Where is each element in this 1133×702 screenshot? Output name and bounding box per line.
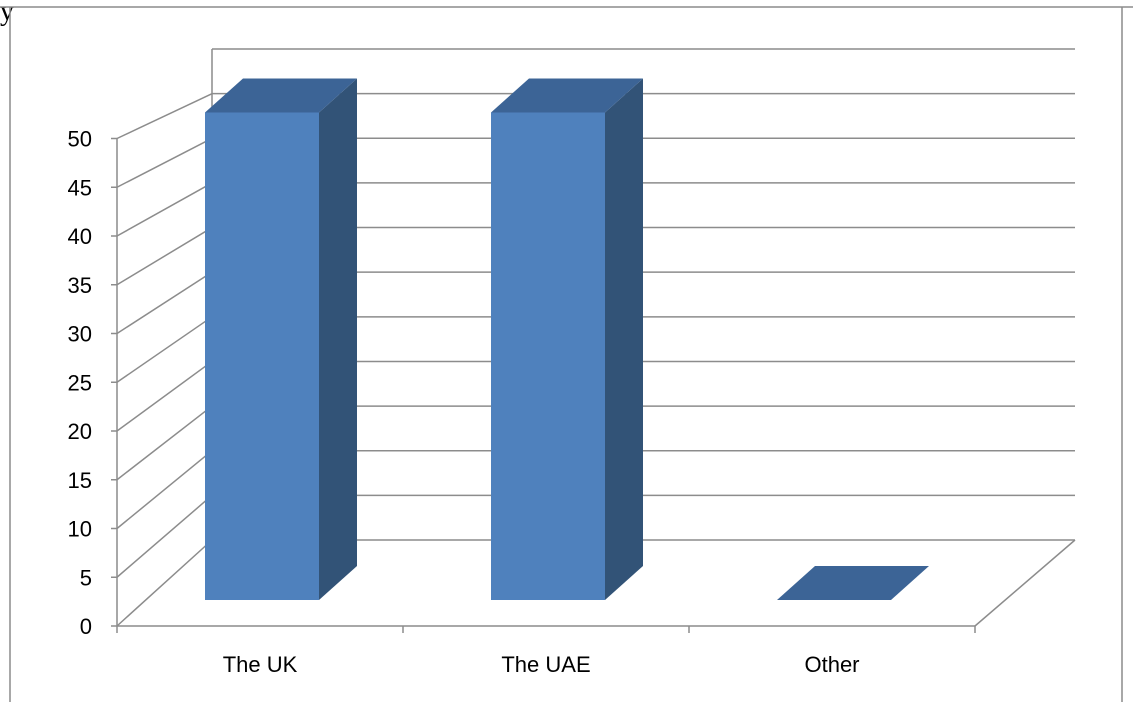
y-tick-label: 5 [80,565,92,590]
y-tick-label: 30 [68,322,92,347]
bar-side [319,78,357,600]
bar [205,78,357,600]
y-tick-label: 20 [68,419,92,444]
y-tick-label: 50 [68,127,92,152]
cropped-text-fragment: y [0,0,14,27]
bar-front [491,112,605,600]
y-axis-tick-labels: 0 5 10 15 20 25 30 35 40 45 50 [68,127,117,639]
y-tick-label: 10 [68,517,92,542]
y-tick-label: 0 [80,614,92,639]
bar-side [605,78,643,600]
y-tick-label: 45 [68,175,92,200]
bar-front [205,112,319,600]
bar-top [205,78,357,113]
bar-top [491,78,643,113]
x-tick-label: The UAE [501,652,590,677]
y-tick-label: 40 [68,224,92,249]
bar [491,78,643,600]
y-tick-label: 35 [68,273,92,298]
x-tick-label: The UK [223,652,298,677]
y-tick-label: 15 [68,468,92,493]
bars [205,78,929,600]
x-axis-tick-labels: The UK The UAE Other [116,626,976,677]
bar-top [777,566,929,600]
floor-edge [974,539,1076,627]
x-tick-label: Other [804,652,859,677]
bar [777,566,929,600]
y-tick-label: 25 [68,370,92,395]
